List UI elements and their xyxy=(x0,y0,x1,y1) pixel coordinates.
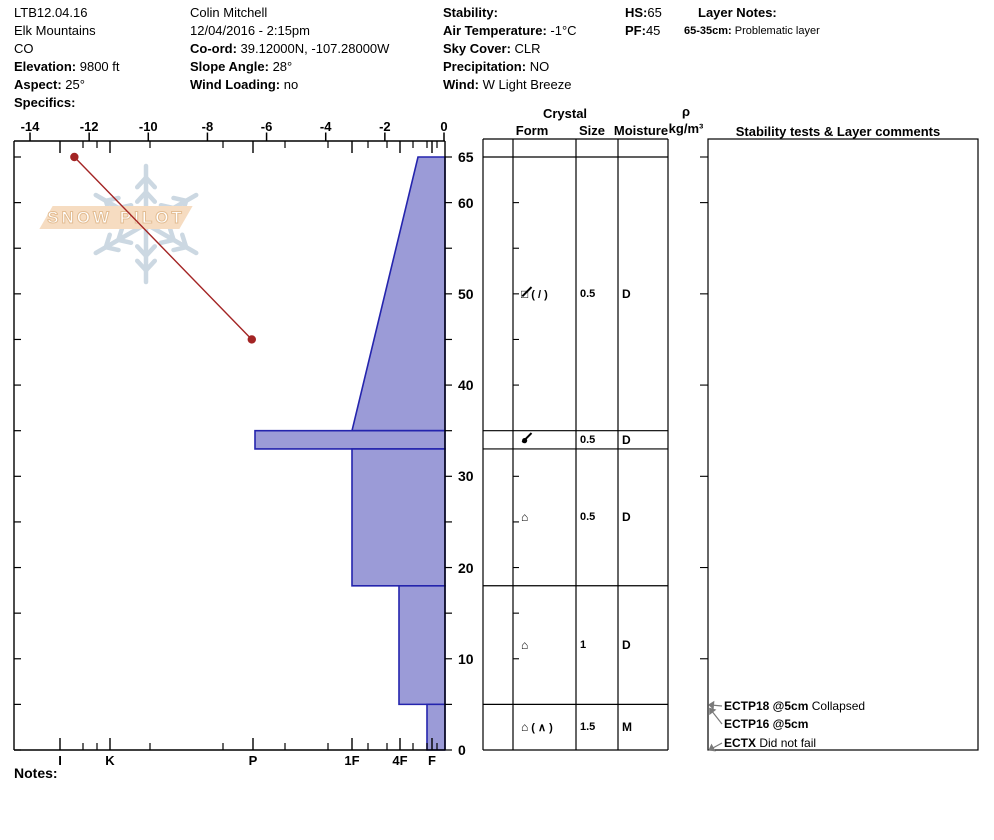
field-label: Air Temperature: xyxy=(443,23,547,38)
column-header-density-units: kg/m³ xyxy=(668,121,704,136)
field-value: 45 xyxy=(645,23,661,38)
header-field: Slope Angle: 28° xyxy=(190,58,389,76)
field-label: Co-ord: xyxy=(190,41,237,56)
header-field: Aspect: 25° xyxy=(14,76,120,94)
field-value: LTB12.04.16 xyxy=(14,5,88,20)
field-label: 65-35cm: xyxy=(684,25,732,37)
header-field: CO xyxy=(14,40,120,58)
comments-box xyxy=(707,138,979,751)
header-field: LTB12.04.16 xyxy=(14,4,120,22)
header-field: Elevation: 9800 ft xyxy=(14,58,120,76)
test-arrow-head xyxy=(709,707,717,716)
header-column-2: Stability: Air Temperature: -1°C Sky Cover… xyxy=(443,4,577,94)
field-label: Specifics: xyxy=(14,95,76,110)
column-header-comments: Stability tests & Layer comments xyxy=(735,124,941,139)
column-header-moisture: Moisture xyxy=(613,123,669,138)
field-value: Colin Mitchell xyxy=(190,5,268,20)
header-field: Specifics: xyxy=(14,94,120,112)
field-label: Wind: xyxy=(443,77,479,92)
pit-header: LTB12.04.16 Elk Mountains CO Elevation: 980… xyxy=(0,0,994,110)
field-value: 65 xyxy=(647,5,662,20)
field-value: 12/04/2016 - 2:15pm xyxy=(190,23,310,38)
field-value: no xyxy=(280,77,299,92)
header-column-4: Layer Notes: 65-35cm: Problematic layer xyxy=(684,4,820,40)
header-field: Colin Mitchell xyxy=(190,4,389,22)
field-value: NO xyxy=(526,59,550,74)
header-field: Wind: W Light Breeze xyxy=(443,76,577,94)
header-field: Air Temperature: -1°C xyxy=(443,22,577,40)
column-header-size: Size xyxy=(578,123,605,138)
header-field: 12/04/2016 - 2:15pm xyxy=(190,22,389,40)
field-value: 39.12000N, -107.28000W xyxy=(236,41,390,56)
field-value: 28° xyxy=(268,59,293,74)
field-label: Sky Cover: xyxy=(443,41,511,56)
header-field: Co-ord: 39.12000N, -107.28000W xyxy=(190,40,389,58)
field-value: 25° xyxy=(61,77,85,92)
header-field: HS:65 xyxy=(625,4,662,22)
column-header-form: Form xyxy=(515,123,549,138)
header-column-1: Colin Mitchell 12/04/2016 - 2:15pm Co-ord:… xyxy=(190,4,389,94)
field-value: -1°C xyxy=(546,23,577,38)
header-field: PF:45 xyxy=(625,22,662,40)
field-value: CO xyxy=(14,41,34,56)
snow-layer-bar-2 xyxy=(351,448,446,587)
field-label: Wind Loading: xyxy=(190,77,281,92)
field-label: PF: xyxy=(625,23,646,38)
header-field: Elk Mountains xyxy=(14,22,120,40)
header-field: Sky Cover: CLR xyxy=(443,40,577,58)
field-label: Precipitation: xyxy=(443,59,527,74)
notes-label: Notes: xyxy=(14,765,58,781)
field-label: Slope Angle: xyxy=(190,59,269,74)
header-column-0: LTB12.04.16 Elk Mountains CO Elevation: 980… xyxy=(14,4,120,112)
column-header-crystal: Crystal xyxy=(542,106,588,121)
header-field: 65-35cm: Problematic layer xyxy=(684,22,820,40)
field-value: Problematic layer xyxy=(731,25,820,37)
field-value: Elk Mountains xyxy=(14,23,96,38)
header-field: Precipitation: NO xyxy=(443,58,577,76)
field-label: Stability: xyxy=(443,5,498,20)
snow-layer-bar-0 xyxy=(350,156,446,432)
test-arrow-head xyxy=(708,743,716,752)
snow-layer-bar-4 xyxy=(426,703,446,751)
header-field: Stability: xyxy=(443,4,577,22)
header-column-3: HS:65 PF:45 xyxy=(625,4,662,40)
temperature-point xyxy=(247,335,256,344)
snow-layer-bar-1 xyxy=(254,429,446,450)
temperature-line xyxy=(73,156,253,340)
field-value: CLR xyxy=(510,41,541,56)
field-label: Elevation: xyxy=(14,59,77,74)
snow-layer-bar-3 xyxy=(398,584,446,706)
field-label: Layer Notes: xyxy=(698,5,777,20)
field-label: HS: xyxy=(625,5,648,20)
field-label: Aspect: xyxy=(14,77,62,92)
field-value: W Light Breeze xyxy=(478,77,572,92)
temperature-point xyxy=(70,152,79,162)
field-value: 9800 ft xyxy=(76,59,120,74)
header-field: Layer Notes: xyxy=(684,4,820,22)
test-arrow-head xyxy=(708,700,715,710)
header-field: Wind Loading: no xyxy=(190,76,389,94)
column-header-density-symbol: ρ xyxy=(681,104,691,119)
